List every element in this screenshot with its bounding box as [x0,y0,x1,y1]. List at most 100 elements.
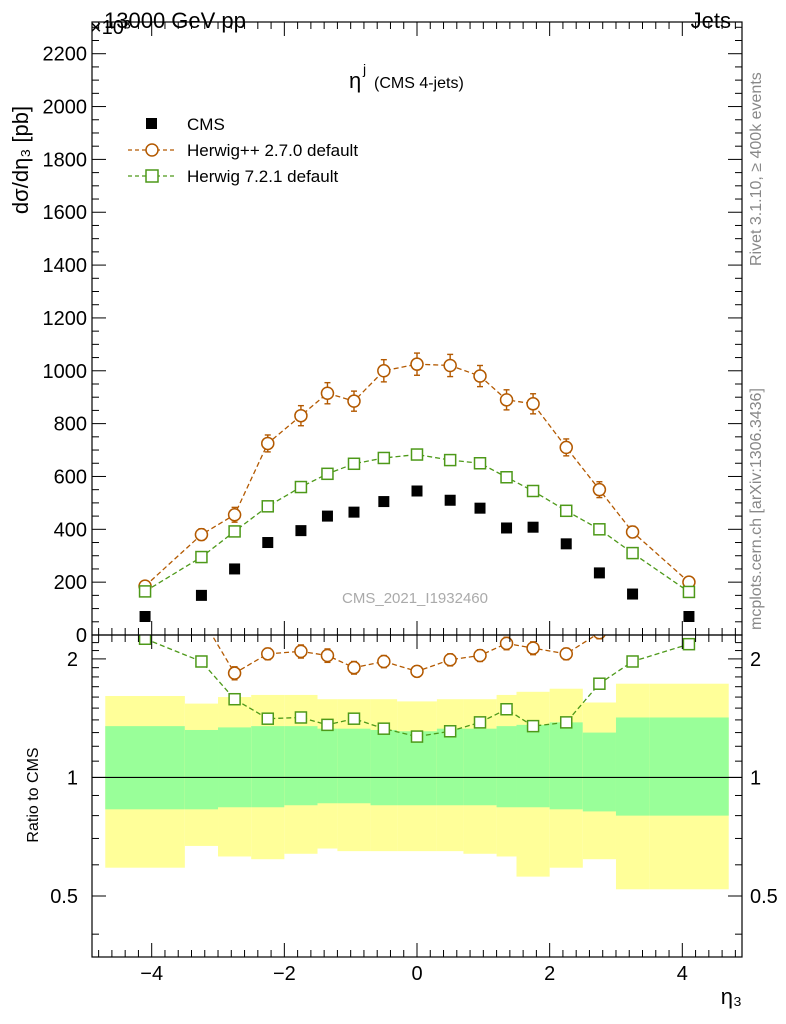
ratio-band-inner [317,728,338,804]
cms-point [229,563,241,575]
ratio-herwig7-line [144,638,690,738]
legend-label-herwig7: Herwig 7.2.1 default [187,167,338,186]
herwig7-point [526,484,540,498]
ratio-herwigpp-point [377,654,391,669]
herwig7-point [228,525,241,538]
legend-marker-herwig7 [145,169,159,183]
cms-point [593,567,605,579]
ratio-herwig7-point [377,722,391,735]
cms-point [627,588,639,600]
ratio-ytick-label: 1 [67,767,78,789]
watermark: CMS_2021_I1932460 [342,590,488,607]
main-ylabel: dσ/dη₃ [pb] [8,106,33,214]
main-ytick-label: 1200 [43,308,88,330]
ratio-panel: 0.5 0.5 1 1 2 2 [50,611,778,958]
herwig7-point [195,550,208,564]
ratio-herwig7-point [321,718,334,732]
ratio-herwig7-point [347,712,361,725]
herwig7-point [410,448,424,461]
herwig7-point [443,453,457,467]
cms-point [560,538,572,550]
ratio-herwig7-point [559,716,573,729]
ratio-band-inner [397,731,437,806]
ratio-band-inner [184,729,219,810]
herwig7-point [682,585,696,599]
ratio-band-inner [337,728,371,804]
main-ytick-label: 0 [76,625,87,647]
energy-label: 13000 GeV pp [104,8,246,33]
cms-point [195,589,207,601]
ratio-herwig7-point [473,716,487,729]
cms-point [321,510,333,522]
ratio-herwigpp-point [261,647,275,661]
cms-series [139,485,695,623]
cms-point [411,485,423,497]
main-ytick-label: 1400 [43,255,88,277]
ratio-herwig7-point [195,655,208,668]
herwig7-point [626,546,639,560]
main-ytick-label: 1800 [43,149,88,171]
herwigpp-point [526,397,540,411]
main-ytick-label: 1600 [43,202,88,224]
ratio-herwig7-point [261,712,275,725]
cms-point [139,611,151,623]
ratio-herwigpp-point [320,648,335,663]
herwig7-point [559,504,573,518]
herwigpp-point [261,436,275,451]
cms-point [474,502,486,514]
ratio-herwig7-point [626,655,639,668]
cms-point [295,525,307,537]
cms-point [378,496,390,508]
herwig7-point [294,480,308,494]
cms-point [262,537,274,549]
ratio-band-inner [218,727,252,808]
herwigpp-point [294,408,308,423]
main-ytick-label: 200 [54,572,87,594]
process-label: Jets [691,8,731,33]
ratio-herwig7-point [410,730,424,743]
ratio-ytick-label: 0.5 [50,886,78,908]
ratio-ytick-label: 2 [750,649,761,671]
herwigpp-point [320,386,335,400]
legend-marker-cms [146,118,157,129]
main-plot-area [138,352,696,623]
herwig7-point [473,457,487,470]
main-ytick-label: 800 [54,414,87,436]
herwig7-point [377,451,391,465]
plot-title-eta: η [349,68,361,93]
herwigpp-series [138,352,696,593]
ratio-herwigpp-point [499,636,514,651]
ratio-herwig7-point [443,725,457,738]
legend: CMS Herwig++ 2.7.0 default Herwig 7.2.1 … [128,115,358,186]
ratio-herwigpp-point [627,611,639,623]
herwigpp-line [144,363,690,587]
herwig7-point [500,471,513,484]
ratio-herwig7-series [138,635,696,743]
x-axis-label: η₃ [721,984,742,1009]
herwigpp-point [625,525,640,539]
mcplots-label: mcplots.cern.ch [arXiv:1306.3436] [748,388,765,630]
main-ytick-label: 2000 [43,97,88,119]
herwigpp-point [592,482,607,497]
xtick-label: −4 [140,963,163,985]
ratio-ytick-label: 2 [67,649,78,671]
herwig7-point [321,467,334,481]
herwigpp-point [194,527,209,542]
cms-point [683,611,695,623]
legend-marker-herwigpp [145,143,159,157]
main-ytick-label: 1000 [43,361,88,383]
herwig7-point [347,457,361,471]
herwigpp-point [499,393,514,407]
cms-point [444,494,456,506]
ratio-herwig7-point [682,637,696,651]
herwig7-series [138,448,696,599]
ratio-band-inner [516,724,550,808]
main-ytick-label: 600 [54,466,87,488]
legend-label-herwigpp: Herwig++ 2.7.0 default [187,141,358,160]
main-ytick-label: 400 [54,519,87,541]
ratio-band-inner [615,717,650,816]
herwigpp-point [473,369,487,383]
ratio-herwig7-point [526,719,540,733]
herwig7-point [593,523,606,536]
